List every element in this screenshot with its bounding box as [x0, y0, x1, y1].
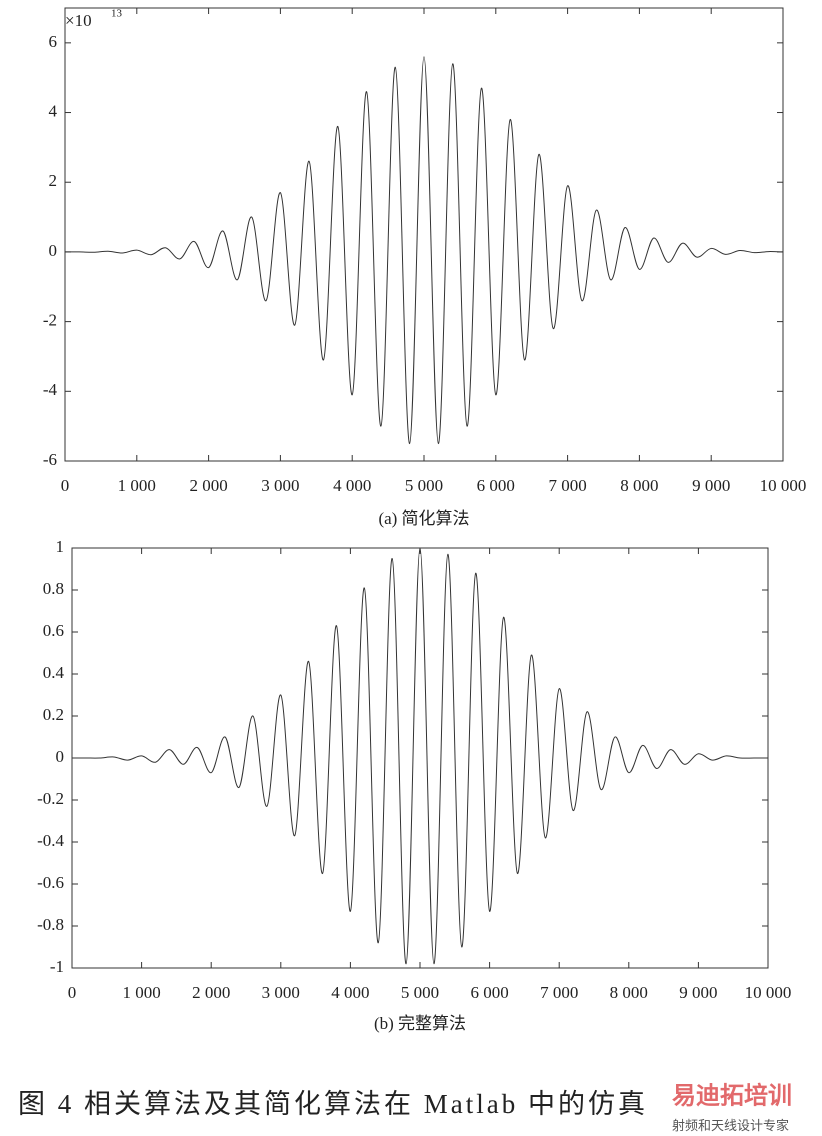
x-tick-label: 3 000: [262, 983, 300, 1002]
x-tick-label: 5 000: [405, 476, 443, 495]
y-tick-label: -0.6: [37, 873, 64, 892]
x-tick-label: 9 000: [692, 476, 730, 495]
x-tick-label: 4 000: [333, 476, 371, 495]
x-tick-label: 9 000: [679, 983, 717, 1002]
x-tick-label: 7 000: [548, 476, 586, 495]
y-tick-label: -0.8: [37, 915, 64, 934]
y-tick-label: -0.2: [37, 789, 64, 808]
y-tick-label: 0.2: [43, 705, 64, 724]
x-tick-label: 2 000: [192, 983, 230, 1002]
x-tick-label: 2 000: [189, 476, 227, 495]
x-tick-label: 0: [68, 983, 77, 1002]
y-tick-label: 4: [49, 101, 58, 120]
plot-frame: [64, 7, 784, 462]
x-tick-label: 3 000: [261, 476, 299, 495]
y-tick-label: 0.8: [43, 579, 64, 598]
y-tick-label: 0: [49, 241, 58, 260]
x-tick-label: 10 000: [760, 476, 807, 495]
y-tick-label: 0.4: [43, 663, 65, 682]
x-tick-label: 5 000: [401, 983, 439, 1002]
y-tick-label: -0.4: [37, 831, 64, 850]
x-tick-label: 8 000: [620, 476, 658, 495]
watermark-logo: 易迪拓培训: [672, 1082, 792, 1110]
y-tick-label: -4: [43, 380, 58, 399]
figure-caption: 图 4 相关算法及其简化算法在 Matlab 中的仿真: [18, 1089, 648, 1119]
x-tick-label: 7 000: [540, 983, 578, 1002]
waveform: [64, 56, 784, 445]
watermark-tagline: 射频和天线设计专家: [672, 1118, 789, 1133]
y-tick-label: -1: [50, 957, 64, 976]
y-tick-label: -6: [43, 450, 57, 469]
x-tick-label: 4 000: [331, 983, 369, 1002]
y-tick-label: 6: [49, 32, 58, 51]
subplot-caption: (b) 完整算法: [374, 1014, 466, 1033]
y-tick-label: 0.6: [43, 621, 64, 640]
y-tick-label: 2: [49, 171, 58, 190]
waveform: [71, 547, 768, 965]
y-tick-label: 1: [56, 537, 65, 556]
x-tick-label: 8 000: [610, 983, 648, 1002]
subplot-caption: (a) 简化算法: [378, 509, 469, 528]
x-tick-label: 6 000: [470, 983, 508, 1002]
y-exponent: 13: [111, 8, 123, 20]
x-tick-label: 1 000: [122, 983, 160, 1002]
x-tick-label: 10 000: [745, 983, 792, 1002]
x-tick-label: 0: [61, 476, 70, 495]
y-tick-label: 0: [56, 747, 65, 766]
x-tick-label: 6 000: [477, 476, 515, 495]
x-tick-label: 1 000: [118, 476, 156, 495]
y-tick-label: -2: [43, 311, 57, 330]
y-multiplier: ×10: [65, 11, 92, 30]
